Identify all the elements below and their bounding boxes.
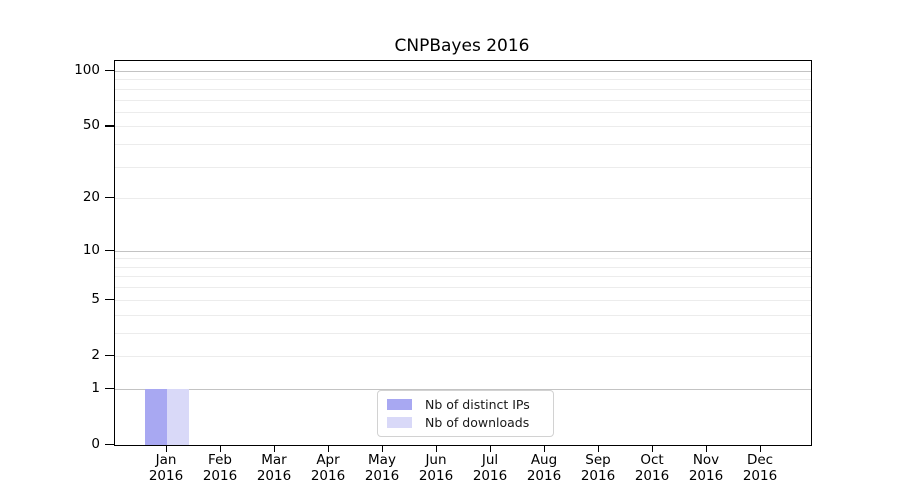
y-tick-label: 50 xyxy=(82,117,100,134)
y-tick-label: 100 xyxy=(74,61,100,78)
y-tick-mark xyxy=(105,298,114,300)
y-tick-mark xyxy=(105,387,114,389)
gridline-minor xyxy=(115,299,811,301)
x-tick-label: Sep 2016 xyxy=(580,452,616,484)
x-tick-mark xyxy=(381,445,383,452)
legend: Nb of distinct IPs Nb of downloads xyxy=(377,390,554,437)
y-tick-label: 1 xyxy=(91,379,100,396)
x-tick-label: Oct 2016 xyxy=(634,452,670,484)
x-tick-label: Jul 2016 xyxy=(472,452,508,484)
gridline-minor xyxy=(115,276,811,278)
gridline-minor xyxy=(115,198,811,200)
gridline-minor xyxy=(115,266,811,268)
bar-distinct-ips xyxy=(145,388,167,445)
x-tick-mark xyxy=(759,445,761,452)
x-tick-label: Jun 2016 xyxy=(418,452,454,484)
x-tick-mark xyxy=(165,445,167,452)
gridline-major xyxy=(115,388,811,390)
legend-item-distinct-ips: Nb of distinct IPs xyxy=(387,397,544,412)
gridline-minor xyxy=(115,287,811,289)
y-tick-mark xyxy=(105,249,114,251)
y-tick-mark xyxy=(105,69,114,72)
gridline-minor xyxy=(115,166,811,168)
y-tick-label: 20 xyxy=(82,189,100,206)
legend-label-distinct-ips: Nb of distinct IPs xyxy=(425,396,530,412)
legend-swatch-distinct-ips xyxy=(387,398,412,410)
x-tick-label: Aug 2016 xyxy=(526,452,562,484)
y-tick-label: 10 xyxy=(82,241,100,258)
gridline-minor xyxy=(115,332,811,334)
gridline-minor xyxy=(115,355,811,357)
gridline-minor xyxy=(115,111,811,113)
x-tick-mark xyxy=(219,445,221,452)
y-tick-mark xyxy=(105,125,114,127)
x-tick-label: Mar 2016 xyxy=(256,452,292,484)
x-tick-mark xyxy=(435,445,437,452)
x-tick-label: Dec 2016 xyxy=(742,452,778,484)
x-tick-mark xyxy=(327,445,329,452)
y-tick-mark xyxy=(105,354,114,357)
gridline-minor xyxy=(115,99,811,101)
x-tick-label: May 2016 xyxy=(364,452,400,484)
gridline-minor xyxy=(115,88,811,90)
gridline-minor xyxy=(115,258,811,260)
gridline-major xyxy=(115,70,811,72)
x-tick-label: Feb 2016 xyxy=(202,452,238,484)
gridline-minor xyxy=(115,144,811,146)
gridline-minor xyxy=(115,79,811,81)
x-tick-label: Nov 2016 xyxy=(688,452,724,484)
gridline-minor xyxy=(115,314,811,316)
y-tick-label: 0 xyxy=(91,436,100,452)
x-tick-mark xyxy=(273,445,275,452)
y-tick-label: 2 xyxy=(91,346,100,363)
x-tick-mark xyxy=(489,445,491,452)
x-tick-label: Apr 2016 xyxy=(310,452,346,484)
bar-downloads xyxy=(167,388,189,445)
x-tick-mark xyxy=(543,445,545,452)
gridline-major xyxy=(115,250,811,252)
chart-title: CNPBayes 2016 xyxy=(394,36,530,56)
x-tick-mark xyxy=(651,445,653,452)
y-tick-mark xyxy=(105,197,114,199)
y-tick-mark xyxy=(105,444,114,446)
x-tick-mark xyxy=(597,445,599,452)
x-tick-label: Jan 2016 xyxy=(148,452,184,484)
y-tick-label: 5 xyxy=(91,290,100,307)
legend-item-downloads: Nb of downloads xyxy=(387,415,544,430)
x-tick-mark xyxy=(705,445,707,452)
gridline-minor xyxy=(115,126,811,128)
legend-label-downloads: Nb of downloads xyxy=(425,415,530,431)
legend-swatch-downloads xyxy=(387,417,412,429)
plot-area xyxy=(114,60,812,446)
